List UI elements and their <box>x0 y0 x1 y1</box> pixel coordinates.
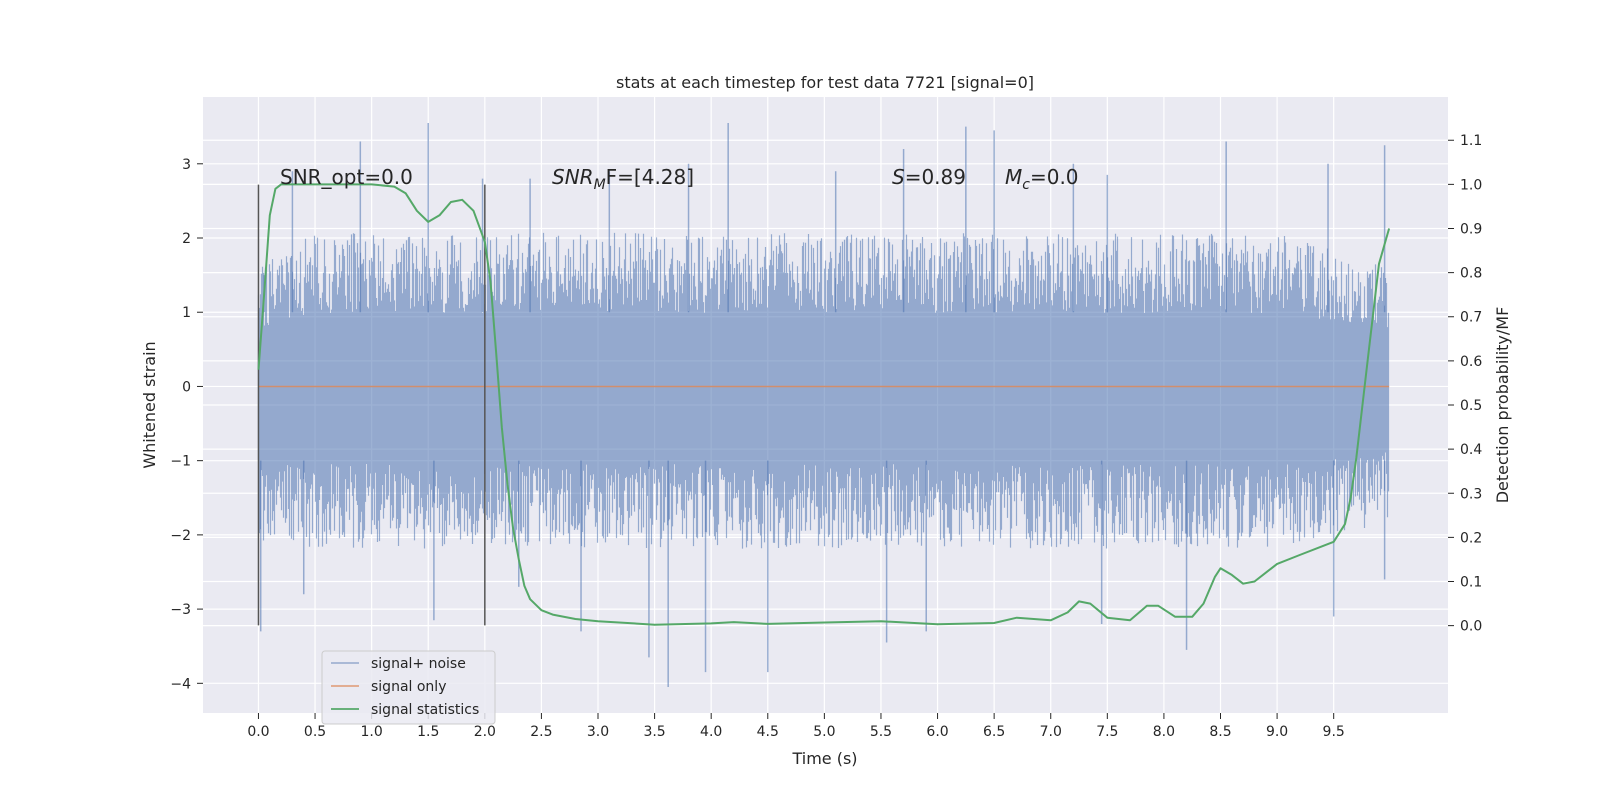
right-tick-label: 1.0 <box>1460 177 1482 193</box>
y-axis-label: Whitened strain <box>140 341 159 468</box>
snr-mf-annotation: SNRMF=[4.28] <box>552 165 694 193</box>
right-axis-ticks: 0.0 0.1 0.2 0.3 0.4 0.5 0.6 0.7 0.8 0.9 1.0 1.1 <box>1448 133 1482 635</box>
legend: signal+ noise signal only signal statist… <box>321 650 496 725</box>
mc-annotation: Mc=0.0 <box>1005 165 1079 193</box>
right-tick-label: 0.0 <box>1460 619 1482 635</box>
snr-mf-base: SNR <box>552 165 594 189</box>
right-tick-label: 0.7 <box>1460 310 1482 326</box>
x-tick-label: 7.0 <box>1040 724 1062 740</box>
right-tick-label: 0.9 <box>1460 221 1482 237</box>
y-tick-label: −4 <box>170 676 191 692</box>
s-annotation: S=0.89 <box>892 165 966 189</box>
right-tick-label: 0.2 <box>1460 530 1482 546</box>
legend-label-noise: signal+ noise <box>371 656 466 672</box>
snr-mf-sub: M <box>594 177 606 193</box>
x-tick-label: 0.5 <box>304 724 326 740</box>
right-tick-label: 0.6 <box>1460 354 1482 370</box>
x-tick-label: 5.5 <box>870 724 892 740</box>
x-tick-label: 3.5 <box>643 724 665 740</box>
y-tick-label: −1 <box>170 454 191 470</box>
x-tick-label: 8.0 <box>1153 724 1175 740</box>
signal-statistics-series <box>257 183 1391 626</box>
x-tick-label: 4.5 <box>757 724 779 740</box>
x-tick-label: 5.0 <box>813 724 835 740</box>
x-axis-label: Time (s) <box>791 749 857 768</box>
y-tick-label: 1 <box>182 305 191 321</box>
x-tick-label: 0.0 <box>247 724 269 740</box>
mc-value: =0.0 <box>1030 165 1079 189</box>
s-value: =0.89 <box>905 165 966 189</box>
chart-title: stats at each timestep for test data 772… <box>616 73 1034 92</box>
right-tick-label: 0.3 <box>1460 486 1482 502</box>
y-tick-label: 3 <box>182 157 191 173</box>
x-tick-label: 8.5 <box>1209 724 1231 740</box>
x-tick-label: 9.0 <box>1266 724 1288 740</box>
x-tick-label: 2.5 <box>530 724 552 740</box>
legend-label-statistics: signal statistics <box>371 702 479 718</box>
y-tick-label: −3 <box>170 602 191 618</box>
right-tick-label: 0.5 <box>1460 398 1482 414</box>
right-tick-label: 0.1 <box>1460 575 1482 591</box>
y-tick-label: 0 <box>182 379 191 395</box>
signal-statistics-line <box>257 183 1391 626</box>
x-tick-label: 1.0 <box>361 724 383 740</box>
right-tick-label: 0.8 <box>1460 266 1482 282</box>
mc-symbol: M <box>1005 165 1022 189</box>
signal-noise-series <box>257 122 1390 688</box>
y-tick-label: −2 <box>170 528 191 544</box>
vertical-markers <box>257 184 486 626</box>
snr-mf-rest: F=[4.28] <box>606 165 694 189</box>
x-tick-label: 7.5 <box>1096 724 1118 740</box>
x-tick-label: 9.5 <box>1323 724 1345 740</box>
snr-opt-annotation: SNR_opt=0.0 <box>280 165 413 189</box>
x-tick-label: 2.0 <box>474 724 496 740</box>
legend-label-signal-only: signal only <box>371 679 446 695</box>
y-axis-ticks: −4 −3 −2 −1 0 1 2 3 <box>170 157 203 692</box>
x-axis-ticks: 0.0 0.5 1.0 1.5 2.0 2.5 3.0 3.5 4.0 4.5 5.0 5.5 6.0 6… <box>247 713 1345 740</box>
x-tick-label: 6.5 <box>983 724 1005 740</box>
x-tick-label: 6.0 <box>926 724 948 740</box>
x-tick-label: 3.0 <box>587 724 609 740</box>
right-axis-label: Detection probability/MF <box>1493 307 1512 504</box>
y-tick-label: 2 <box>182 231 191 247</box>
x-tick-label: 1.5 <box>417 724 439 740</box>
mc-sub: c <box>1022 177 1030 193</box>
legend-frame <box>321 650 496 725</box>
x-tick-label: 4.0 <box>700 724 722 740</box>
s-symbol: S <box>892 165 905 189</box>
right-tick-label: 0.4 <box>1460 442 1482 458</box>
right-tick-label: 1.1 <box>1460 133 1482 149</box>
